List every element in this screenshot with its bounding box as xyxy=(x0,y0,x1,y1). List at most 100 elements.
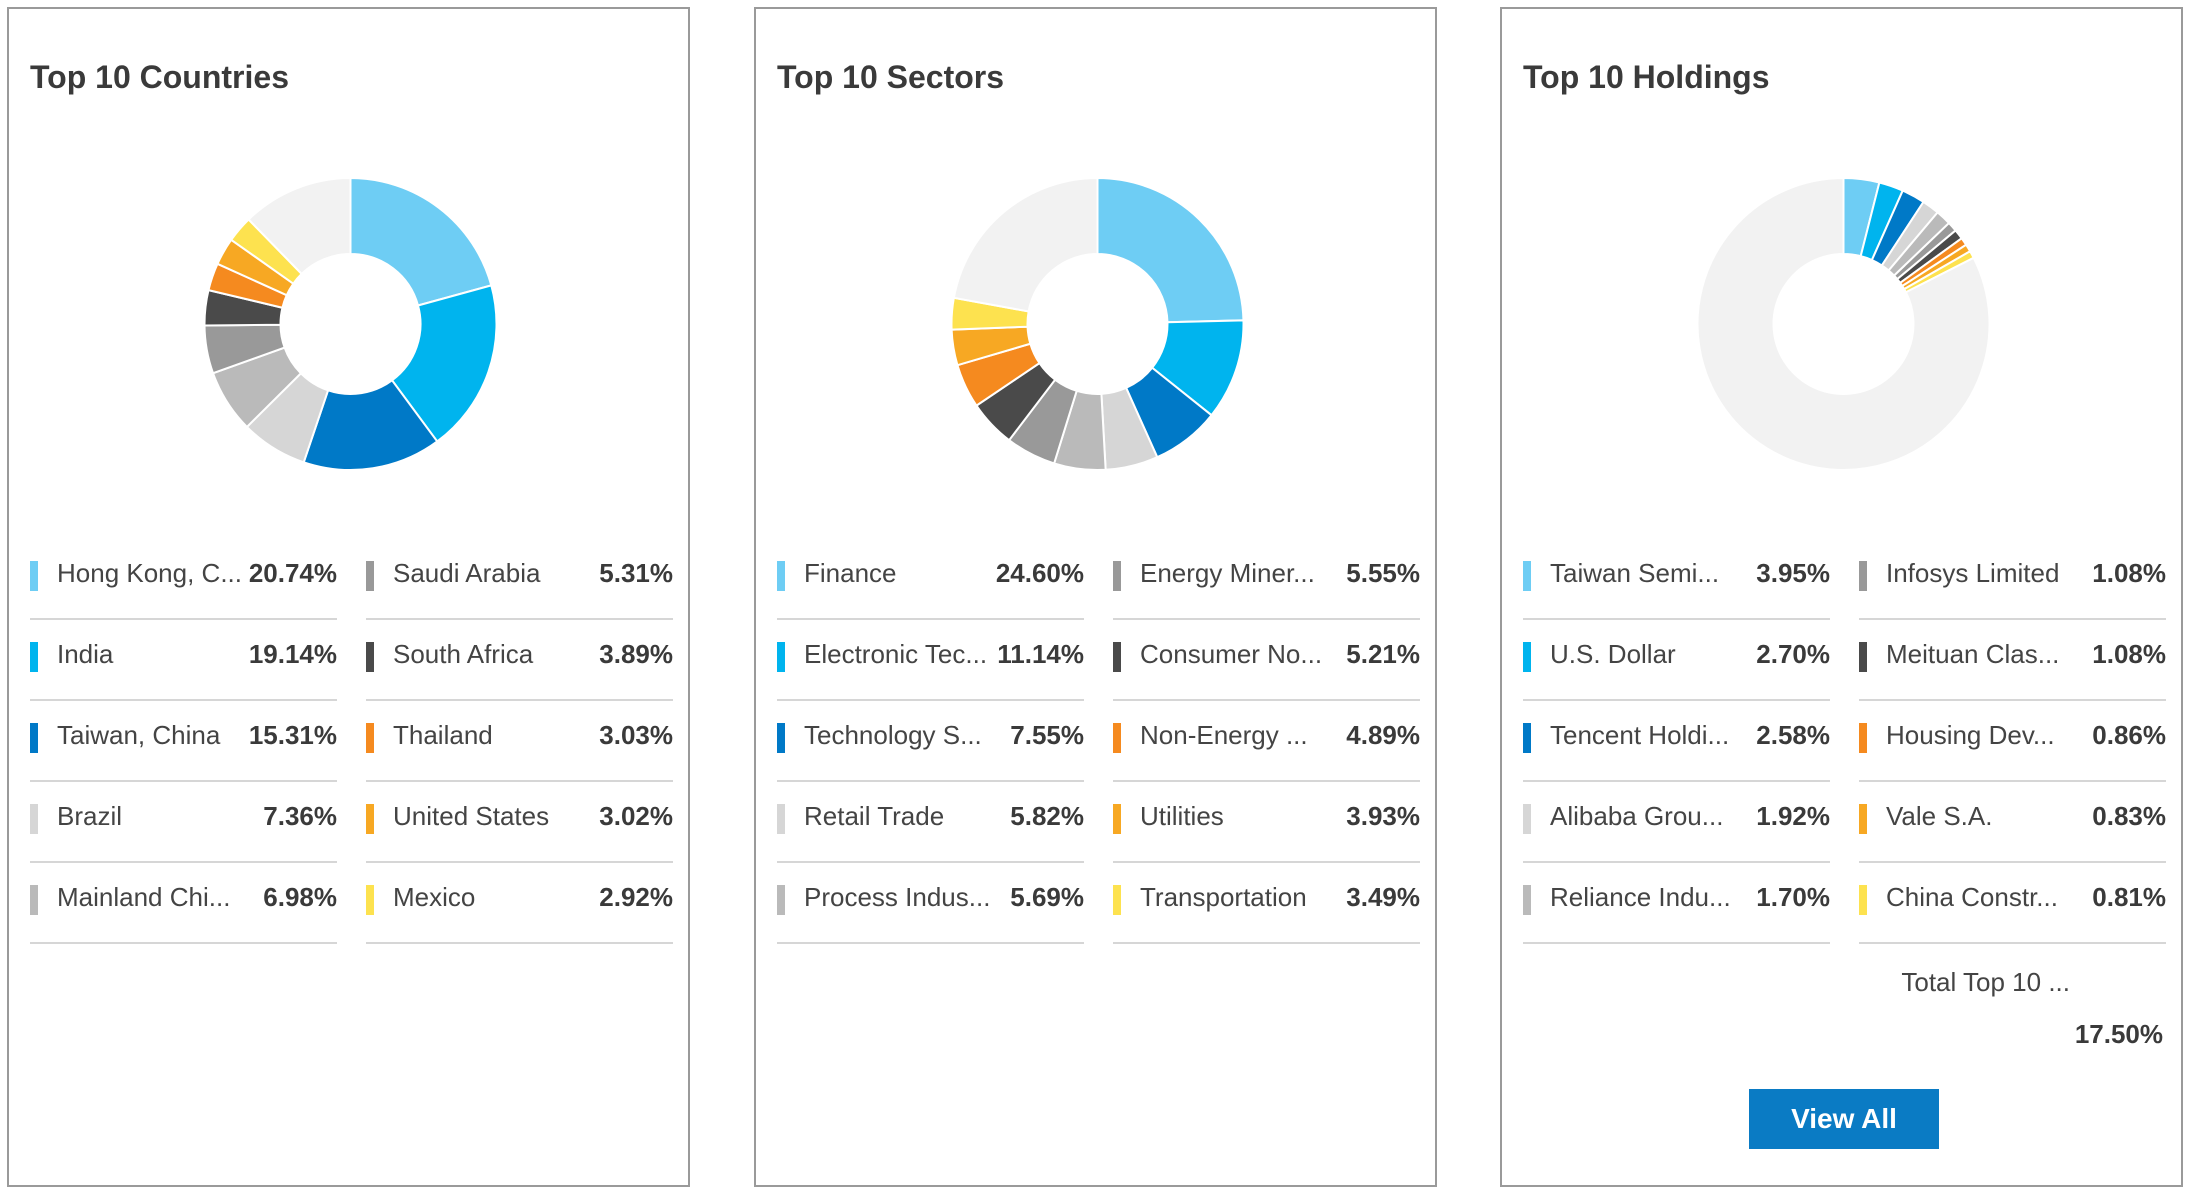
legend-label: Vale S.A. xyxy=(1886,801,1993,831)
legend-value: 3.93% xyxy=(1346,801,1420,832)
donut-slice-remainder xyxy=(1696,176,1991,471)
sectors-legend: Finance 24.60% Energy Miner... 5.55% Electro… xyxy=(777,541,1420,946)
legend-item: United States 3.02% xyxy=(366,784,673,863)
legend-item: China Constr... 0.81% xyxy=(1859,865,2166,944)
legend-item: Alibaba Grou... 1.92% xyxy=(1523,784,1830,863)
countries-card: Top 10 Countries Hong Kong, C... 20.74% Sa… xyxy=(7,7,690,1187)
legend-item: Taiwan Semi... 3.95% xyxy=(1523,541,1830,620)
legend-item: Hong Kong, C... 20.74% xyxy=(30,541,337,620)
legend-swatch xyxy=(1859,561,1867,591)
legend-value: 3.89% xyxy=(599,639,673,670)
legend-label: Taiwan, China xyxy=(57,720,221,750)
legend-value: 6.98% xyxy=(263,882,337,913)
legend-value: 5.82% xyxy=(1010,801,1084,832)
legend-value: 4.89% xyxy=(1346,720,1420,751)
legend-swatch xyxy=(1113,723,1121,753)
legend-item: Retail Trade 5.82% xyxy=(777,784,1084,863)
legend-label: Infosys Limited xyxy=(1886,558,2060,588)
legend-value: 3.03% xyxy=(599,720,673,751)
legend-label: Mexico xyxy=(393,882,476,912)
legend-value: 3.95% xyxy=(1756,558,1830,589)
legend-label: Process Indus... xyxy=(804,882,991,912)
holdings-legend: Taiwan Semi... 3.95% Infosys Limited 1.08% U… xyxy=(1523,541,2166,946)
legend-swatch xyxy=(1523,723,1531,753)
legend-item: Mainland Chi... 6.98% xyxy=(30,865,337,944)
legend-swatch xyxy=(1113,885,1121,915)
legend-label: Non-Energy ... xyxy=(1140,720,1308,750)
legend-label: Hong Kong, C... xyxy=(57,558,242,588)
legend-item: Transportation 3.49% xyxy=(1113,865,1420,944)
legend-swatch xyxy=(366,804,374,834)
legend-item: Finance 24.60% xyxy=(777,541,1084,620)
legend-swatch xyxy=(1113,642,1121,672)
legend-value: 2.58% xyxy=(1756,720,1830,751)
legend-swatch xyxy=(1523,642,1531,672)
legend-value: 11.14% xyxy=(997,639,1084,670)
legend-label: Retail Trade xyxy=(804,801,945,831)
legend-item: Mexico 2.92% xyxy=(366,865,673,944)
legend-label: Technology S... xyxy=(804,720,982,750)
donut-slice-remainder xyxy=(247,176,352,276)
legend-value: 1.92% xyxy=(1756,801,1830,832)
legend-label: Electronic Tec... xyxy=(804,639,988,669)
legend-item: Saudi Arabia 5.31% xyxy=(366,541,673,620)
legend-label: Reliance Indu... xyxy=(1550,882,1731,912)
legend-item: Housing Dev... 0.86% xyxy=(1859,703,2166,782)
legend-label: Tencent Holdi... xyxy=(1550,720,1730,750)
legend-value: 24.60% xyxy=(995,558,1084,589)
legend-value: 15.31% xyxy=(248,720,337,751)
legend-value: 7.36% xyxy=(263,801,337,832)
legend-label: Thailand xyxy=(393,720,493,750)
legend-label: Brazil xyxy=(57,801,123,831)
legend-item: Brazil 7.36% xyxy=(30,784,337,863)
total-top-10-value: 17.50% xyxy=(2074,1019,2163,1049)
legend-swatch xyxy=(1523,561,1531,591)
legend-swatch xyxy=(1113,804,1121,834)
legend-swatch xyxy=(777,804,785,834)
legend-item: U.S. Dollar 2.70% xyxy=(1523,622,1830,701)
legend-swatch xyxy=(366,642,374,672)
legend-swatch xyxy=(366,723,374,753)
legend-swatch xyxy=(366,561,374,591)
legend-value: 0.81% xyxy=(2092,882,2166,913)
legend-item: Consumer No... 5.21% xyxy=(1113,622,1420,701)
legend-value: 1.08% xyxy=(2092,558,2166,589)
legend-swatch xyxy=(777,723,785,753)
legend-item: Process Indus... 5.69% xyxy=(777,865,1084,944)
legend-swatch xyxy=(1523,885,1531,915)
legend-swatch xyxy=(30,561,38,591)
legend-label: Housing Dev... xyxy=(1886,720,2055,750)
legend-label: Mainland Chi... xyxy=(57,882,231,912)
legend-value: 5.69% xyxy=(1010,882,1084,913)
legend-value: 2.70% xyxy=(1756,639,1830,670)
legend-label: Alibaba Grou... xyxy=(1550,801,1724,831)
holdings-donut-chart xyxy=(1696,176,1991,471)
legend-swatch xyxy=(1523,804,1531,834)
legend-item: Electronic Tec... 11.14% xyxy=(777,622,1084,701)
legend-swatch xyxy=(30,885,38,915)
legend-value: 5.31% xyxy=(599,558,673,589)
legend-item: Tencent Holdi... 2.58% xyxy=(1523,703,1830,782)
sectors-donut-chart xyxy=(950,176,1245,471)
legend-item: Taiwan, China 15.31% xyxy=(30,703,337,782)
donut-slice xyxy=(390,284,498,443)
legend-value: 1.08% xyxy=(2092,639,2166,670)
legend-value: 19.14% xyxy=(248,639,337,670)
legend-swatch xyxy=(1859,804,1867,834)
sectors-card: Top 10 Sectors Finance 24.60% Energy Miner… xyxy=(754,7,1437,1187)
view-all-button[interactable]: View All xyxy=(1749,1089,1939,1149)
legend-item: South Africa 3.89% xyxy=(366,622,673,701)
legend-label: Utilities xyxy=(1140,801,1224,831)
legend-value: 20.74% xyxy=(248,558,337,589)
legend-swatch xyxy=(30,642,38,672)
legend-label: China Constr... xyxy=(1886,882,2058,912)
legend-swatch xyxy=(366,885,374,915)
legend-item: Infosys Limited 1.08% xyxy=(1859,541,2166,620)
legend-swatch xyxy=(1859,723,1867,753)
donut-slice xyxy=(349,176,493,307)
legend-value: 0.83% xyxy=(2092,801,2166,832)
legend-value: 3.02% xyxy=(599,801,673,832)
holdings-card: Top 10 Holdings Taiwan Semi... 3.95% Infos… xyxy=(1500,7,2183,1187)
legend-swatch xyxy=(1113,561,1121,591)
legend-label: Taiwan Semi... xyxy=(1550,558,1720,588)
